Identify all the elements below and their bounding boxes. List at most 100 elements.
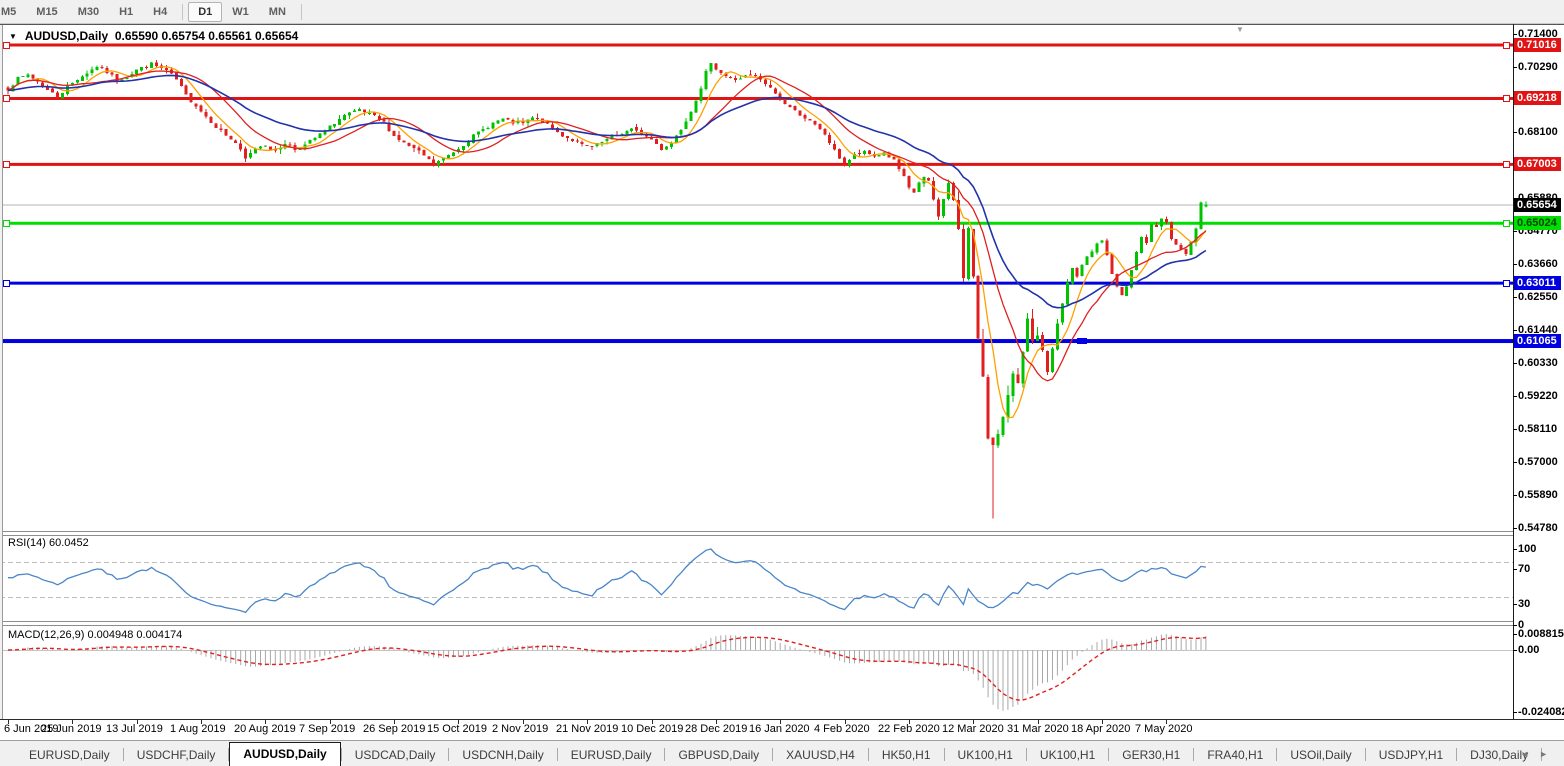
moving-average-30[interactable] <box>7 74 1207 309</box>
timeframe-button-m30[interactable]: M30 <box>77 5 100 18</box>
tab-gbpusd-daily[interactable]: GBPUSD,Daily <box>678 748 760 762</box>
line-handle-left[interactable] <box>3 161 10 168</box>
rsi-axis-tick <box>1513 549 1517 550</box>
tab-ger30-h1[interactable]: GER30,H1 <box>1122 748 1181 762</box>
price-tick-label: 0.71400 <box>1518 28 1558 40</box>
chart-shift-marker-icon[interactable]: ▼ <box>1236 25 1244 34</box>
chevron-down-icon[interactable]: ▼ <box>9 32 17 41</box>
moving-average-6[interactable] <box>7 66 1207 419</box>
date-label: 15 Oct 2019 <box>427 723 487 735</box>
date-tick <box>523 720 524 724</box>
date-label: 4 Feb 2020 <box>814 723 870 735</box>
horizontal-level-line[interactable] <box>0 162 1513 166</box>
date-tick <box>652 720 653 724</box>
line-handle-right[interactable] <box>1503 280 1510 287</box>
line-handle-left[interactable] <box>3 42 10 49</box>
date-label: 18 Apr 2020 <box>1071 723 1131 735</box>
level-price-label: 0.63011 <box>1514 276 1561 290</box>
tab-dj30-daily[interactable]: DJ30,Daily <box>1470 748 1529 762</box>
horizontal-level-line[interactable] <box>0 96 1513 100</box>
price-tick-label: 0.55890 <box>1518 489 1558 501</box>
macd-axis-tick <box>1513 634 1517 635</box>
tab-usdchf-daily[interactable]: USDCHF,Daily <box>136 748 216 762</box>
macd-axis-tick <box>1513 712 1517 713</box>
tab-audusd-daily[interactable]: AUDUSD,Daily <box>229 742 341 766</box>
line-handle-right[interactable] <box>1503 220 1510 227</box>
line-handle-left[interactable] <box>3 95 10 102</box>
price-tick-label: 0.58110 <box>1518 423 1558 435</box>
timeframe-button-h1[interactable]: H1 <box>119 5 134 18</box>
tab-xauusd-h4[interactable]: XAUUSD,H4 <box>786 748 855 762</box>
horizontal-level-line[interactable] <box>0 339 1513 344</box>
time-axis-border <box>0 719 1564 720</box>
tab-usoil-daily[interactable]: USOil,Daily <box>1290 748 1352 762</box>
symbol-tabbar: EURUSD,Daily USDCHF,Daily AUDUSD,Daily USDC… <box>0 740 1564 766</box>
timeframe-button-d1[interactable]: D1 <box>188 1 223 22</box>
tab-usdjpy-h1[interactable]: USDJPY,H1 <box>1378 748 1444 762</box>
tab-uk100-h1[interactable]: UK100,H1 <box>1039 748 1096 762</box>
line-handle-right[interactable] <box>1503 42 1510 49</box>
tab-fra40-h1[interactable]: FRA40,H1 <box>1207 748 1264 762</box>
tab-scroll-arrows[interactable]: ◄► <box>1520 749 1558 759</box>
date-tick <box>458 720 459 724</box>
rsi-axis-tick <box>1513 625 1517 626</box>
date-tick <box>265 720 266 724</box>
line-handle-right[interactable] <box>1503 161 1510 168</box>
chart-symbol-period: AUDUSD,Daily <box>24 29 109 43</box>
timeframe-button-w1[interactable]: W1 <box>232 5 249 18</box>
timeframe-button-mn[interactable]: MN <box>268 5 286 18</box>
tab-usdcnh-daily[interactable]: USDCNH,Daily <box>462 748 544 762</box>
line-handle-left[interactable] <box>3 220 10 227</box>
date-label: 6 Jun 2019 <box>4 723 59 735</box>
price-tick <box>1513 363 1517 364</box>
date-label: 22 Feb 2020 <box>878 723 940 735</box>
tab-separator <box>228 748 230 761</box>
line-handle-center[interactable] <box>1077 338 1087 344</box>
main-chart-svg[interactable] <box>0 24 1513 719</box>
macd-axis-label: -0.024082 <box>1518 706 1564 718</box>
price-tick <box>1513 297 1517 298</box>
line-handle-left[interactable] <box>3 280 10 287</box>
date-label: 16 Jan 2020 <box>749 723 810 735</box>
macd-axis-tick <box>1513 650 1517 651</box>
tab-hk50-h1[interactable]: HK50,H1 <box>881 748 931 762</box>
price-tick <box>1513 264 1517 265</box>
timeframe-button-h4[interactable]: H4 <box>153 5 168 18</box>
price-tick-label: 0.57000 <box>1518 456 1558 468</box>
tab-separator <box>1276 748 1278 761</box>
price-tick <box>1513 67 1517 68</box>
chart-window[interactable]: ▼ AUDUSD,Daily 0.65590 0.65754 0.65561 0… <box>0 24 1564 740</box>
tab-separator <box>867 748 869 761</box>
line-handle-right[interactable] <box>1503 95 1510 102</box>
timeframe-button-m15[interactable]: M15 <box>36 5 58 18</box>
horizontal-level-line[interactable] <box>0 221 1513 225</box>
date-tick <box>1102 720 1103 724</box>
tab-separator <box>122 748 124 761</box>
tab-separator <box>943 748 945 761</box>
horizontal-level-line[interactable] <box>0 281 1513 285</box>
timeframe-button-m5[interactable]: M5 <box>1 5 17 18</box>
rsi-line <box>8 548 1206 614</box>
tab-separator <box>556 748 558 761</box>
tab-separator <box>340 748 342 761</box>
date-label: 26 Sep 2019 <box>363 723 426 735</box>
macd-label: MACD(12,26,9) 0.004948 0.004174 <box>8 629 183 641</box>
rsi-axis-label: 100 <box>1518 543 1537 555</box>
macd-axis-label: 0.00 <box>1518 644 1540 656</box>
date-tick <box>330 720 331 724</box>
price-tick-label: 0.63660 <box>1518 258 1558 270</box>
tab-eurusd-daily[interactable]: EURUSD,Daily <box>570 748 652 762</box>
rsi-axis-label: 70 <box>1518 563 1531 575</box>
rsi-label: RSI(14) 60.0452 <box>8 537 89 549</box>
tab-usdcad-daily[interactable]: USDCAD,Daily <box>354 748 436 762</box>
tab-separator <box>1025 748 1027 761</box>
level-price-label: 0.67003 <box>1514 157 1561 171</box>
date-label: 13 Jul 2019 <box>106 723 163 735</box>
tab-eurusd-daily[interactable]: EURUSD,Daily <box>29 748 110 762</box>
price-tick <box>1513 231 1517 232</box>
horizontal-level-line[interactable] <box>0 43 1513 47</box>
price-tick-label: 0.54780 <box>1518 522 1558 534</box>
price-tick <box>1513 429 1517 430</box>
tab-uk100-h1[interactable]: UK100,H1 <box>957 748 1013 762</box>
date-label: 20 Aug 2019 <box>234 723 296 735</box>
